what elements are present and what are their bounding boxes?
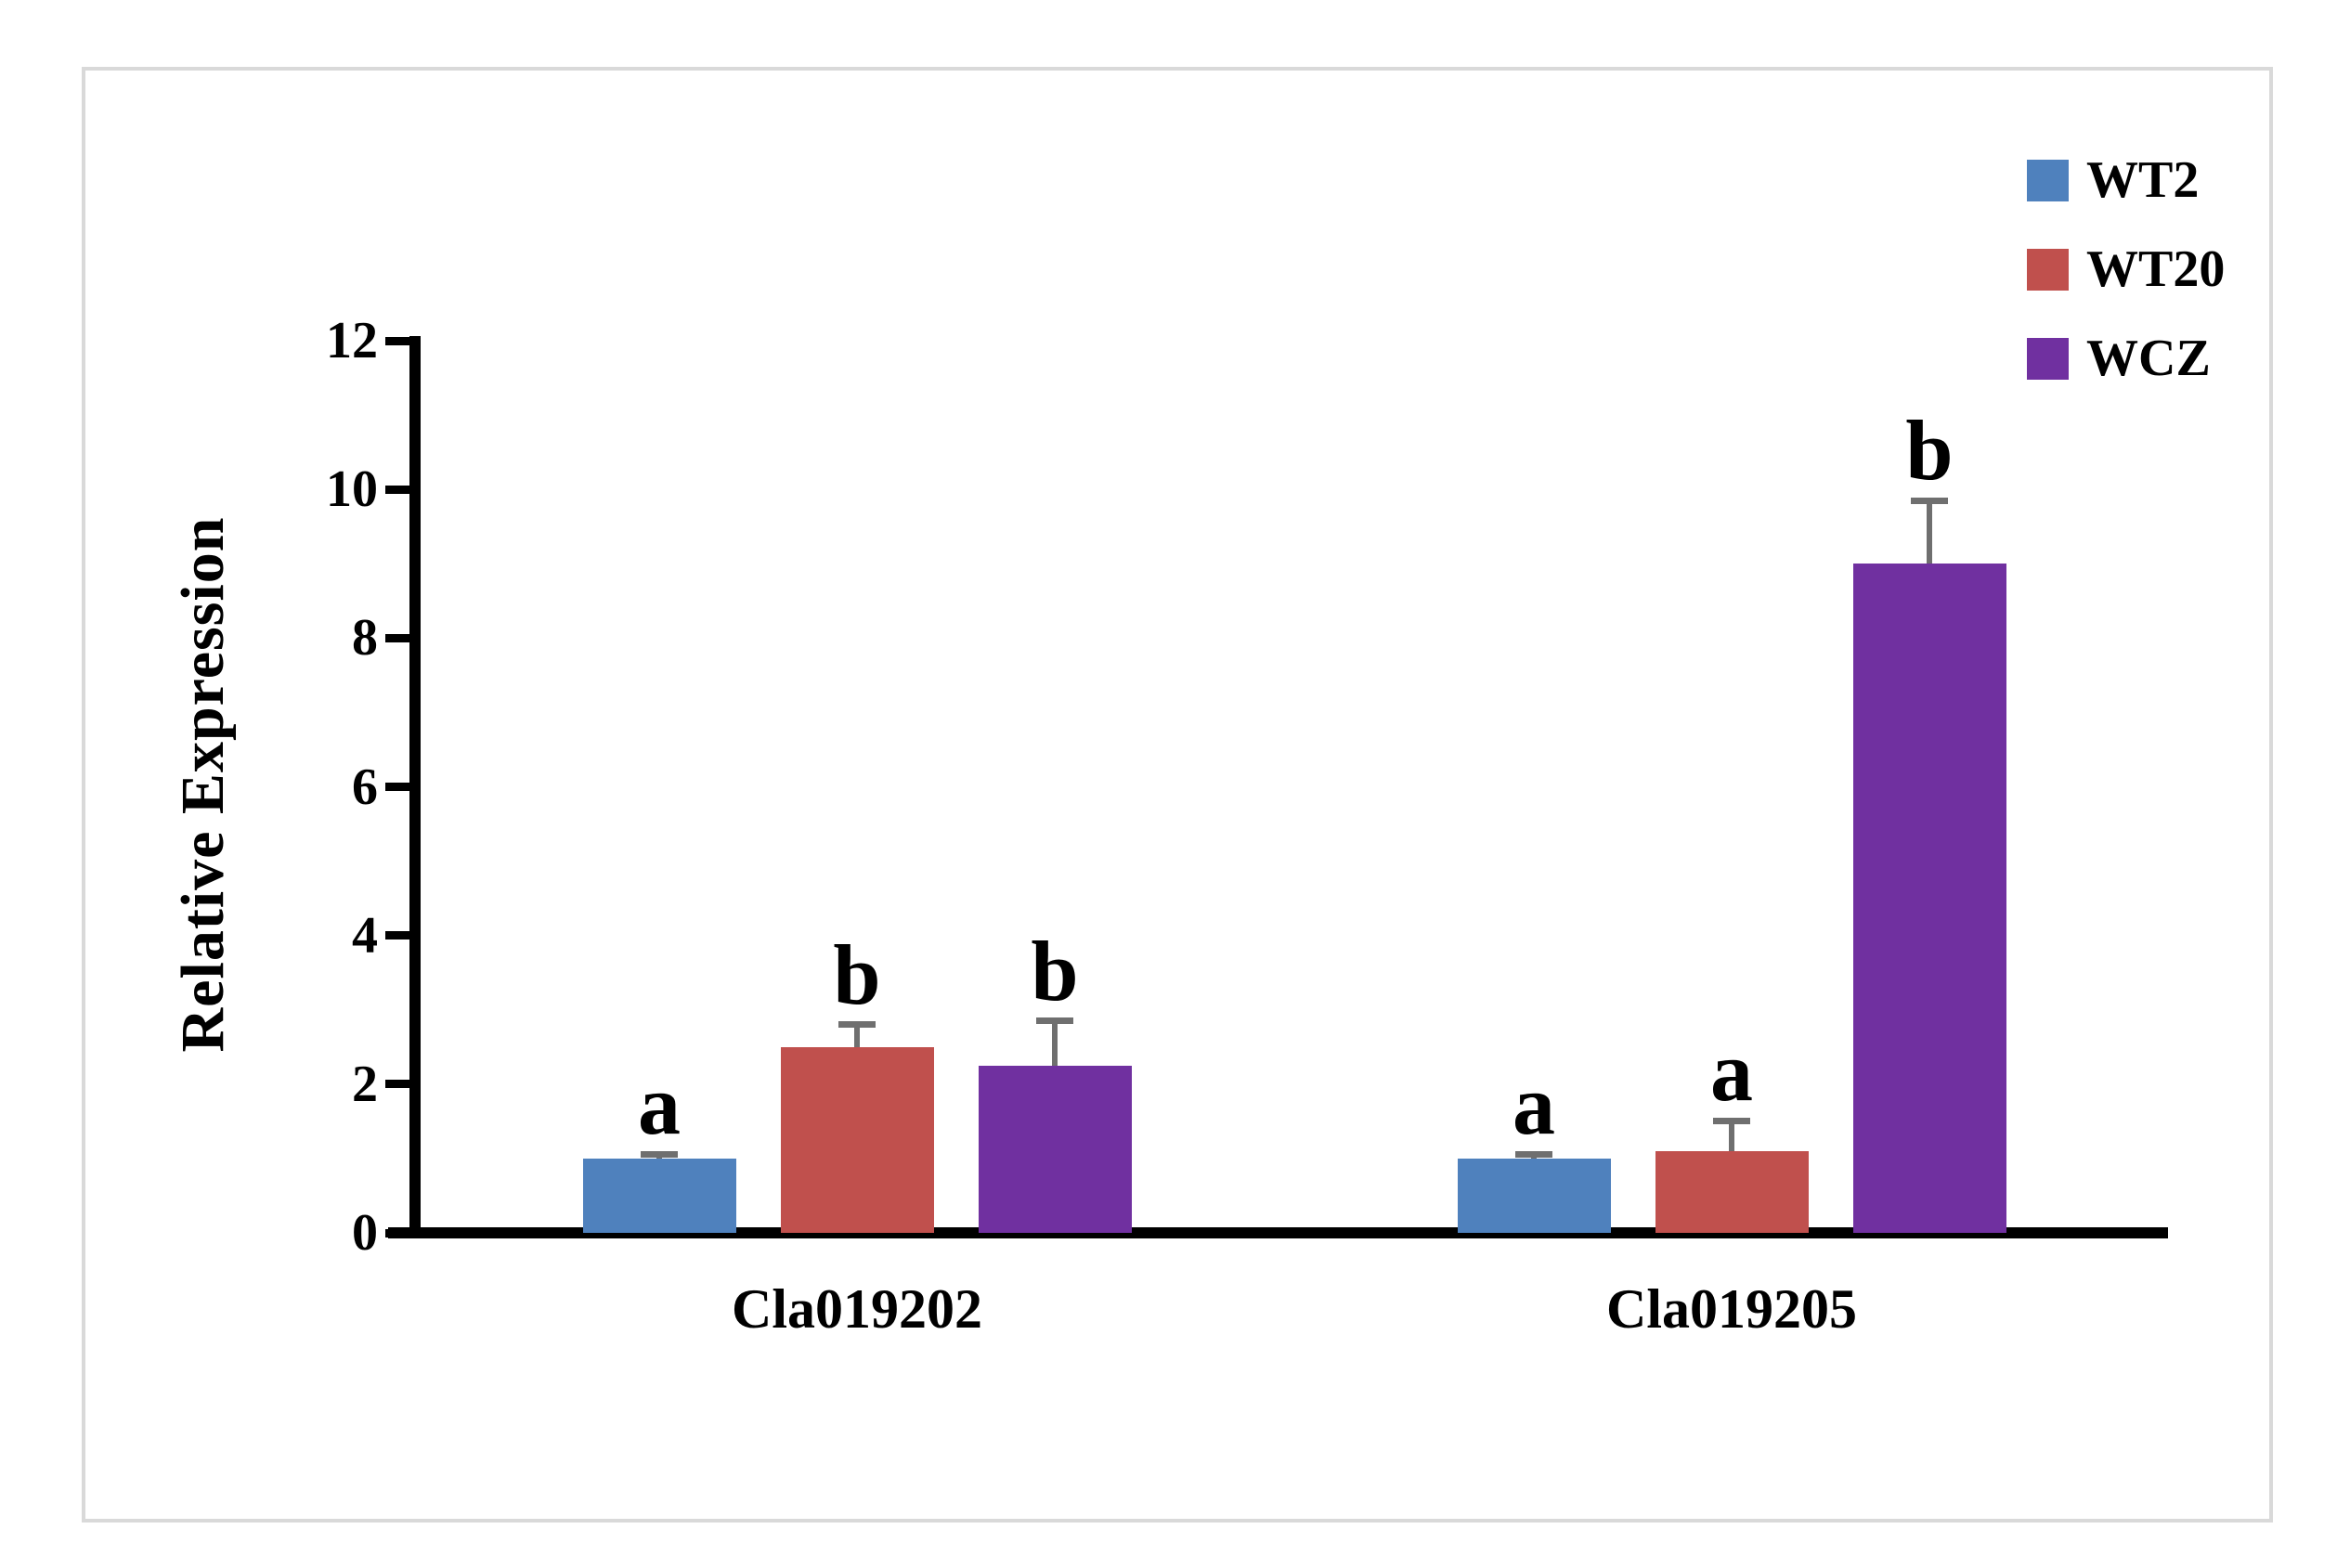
bar-wcz-cla019205 (1852, 564, 2006, 1233)
y-tick-mark (385, 1228, 409, 1238)
bar-wcz-cla019202 (978, 1065, 1132, 1233)
y-tick-label: 6 (352, 758, 378, 816)
significance-letter: a (1513, 1056, 1555, 1152)
bar-wt20-cla019202 (780, 1046, 934, 1233)
x-category-label: Cla019202 (732, 1278, 982, 1340)
y-tick-label: 10 (326, 460, 378, 519)
significance-letter: a (1710, 1023, 1753, 1119)
bar-wt20-cla019205 (1655, 1150, 1809, 1233)
error-bar-cap (838, 1021, 876, 1029)
y-tick-label: 8 (352, 609, 378, 667)
error-bar-cap (641, 1151, 678, 1159)
x-category-label: Cla019205 (1606, 1278, 1857, 1340)
y-axis-line (409, 336, 421, 1238)
y-tick-label: 2 (352, 1055, 378, 1113)
significance-letter: b (1031, 923, 1079, 1018)
significance-letter: a (638, 1056, 681, 1152)
figure-border (82, 67, 2273, 1523)
legend-swatch-wt2 (2027, 160, 2069, 201)
error-bar-cap (1911, 497, 1948, 504)
significance-letter: b (1905, 403, 1954, 499)
y-tick-mark (385, 931, 409, 940)
y-tick-mark (385, 633, 409, 642)
y-tick-mark (385, 336, 409, 345)
bar-wt2-cla019202 (582, 1158, 736, 1233)
y-tick-mark (385, 1080, 409, 1089)
error-bar-stem (1729, 1121, 1734, 1151)
y-tick-label: 4 (352, 906, 378, 965)
legend-label: WT2 (2086, 151, 2200, 209)
bar-wt2-cla019205 (1457, 1158, 1611, 1233)
legend-label: WT20 (2086, 240, 2226, 298)
error-bar-cap (1036, 1017, 1073, 1025)
legend-swatch-wt20 (2027, 249, 2069, 291)
error-bar-cap (1515, 1151, 1552, 1159)
error-bar-stem (1052, 1020, 1058, 1066)
y-tick-label: 0 (352, 1204, 378, 1262)
y-tick-mark (385, 485, 409, 494)
legend-swatch-wcz (2027, 338, 2069, 380)
y-tick-mark (385, 783, 409, 791)
y-axis-title: Relative Expression (169, 516, 237, 1053)
error-bar-stem (854, 1024, 860, 1047)
error-bar-cap (1713, 1118, 1750, 1125)
y-tick-label: 12 (326, 312, 378, 369)
significance-letter: b (833, 927, 881, 1022)
error-bar-stem (1927, 500, 1932, 564)
legend-label: WCZ (2086, 330, 2211, 387)
